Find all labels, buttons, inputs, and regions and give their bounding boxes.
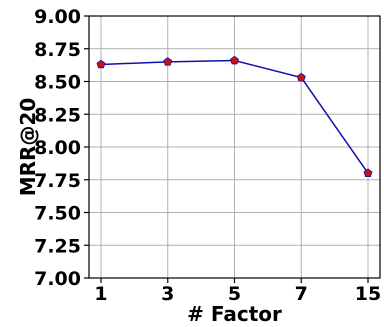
x-tick-label: 5 [228, 283, 241, 305]
y-tick-label: 7.25 [34, 235, 81, 257]
x-tick-label: 15 [355, 283, 381, 305]
y-tick-label: 8.00 [34, 137, 81, 159]
data-point [96, 59, 106, 69]
y-tick-label: 8.75 [34, 39, 81, 61]
y-tick-label: 7.00 [34, 268, 81, 290]
data-point [363, 168, 373, 178]
series [96, 55, 373, 178]
data-point [296, 72, 306, 82]
y-tick-label: 7.75 [34, 170, 81, 192]
data-point [163, 57, 173, 66]
y-axis: 7.00 7.25 7.50 7.75 8.00 8.25 8.50 8.75 9.00 [34, 6, 89, 290]
grid [89, 15, 380, 279]
y-tick-label: 8.25 [34, 104, 81, 126]
plot-frame [88, 15, 381, 279]
x-axis-title: # Factor [187, 302, 282, 326]
x-axis: 1 3 5 7 15 [94, 278, 381, 305]
y-tick-label: 8.50 [34, 72, 81, 94]
y-axis-title: MRR@20 [16, 98, 40, 197]
x-tick-label: 7 [295, 283, 308, 305]
x-tick-label: 3 [161, 283, 174, 305]
y-tick-label: 9.00 [34, 6, 81, 28]
x-tick-label: 1 [94, 283, 107, 305]
data-point [230, 55, 239, 65]
y-tick-label: 7.50 [34, 203, 81, 225]
